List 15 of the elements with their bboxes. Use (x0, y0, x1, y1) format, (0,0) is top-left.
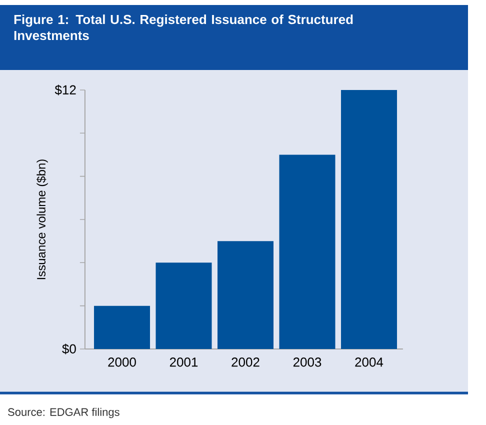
x-tick-label: 2004 (355, 358, 384, 367)
x-tick-label: 2002 (232, 358, 260, 367)
source-note: Source: EDGAR filings (8, 408, 120, 418)
y-tick-label: $0 (62, 344, 76, 354)
bar (341, 90, 397, 349)
bar (156, 262, 212, 349)
x-tick-label: 2001 (170, 358, 198, 367)
x-tick-label: 2003 (293, 358, 322, 367)
x-tick-label: 2000 (108, 358, 136, 367)
chart-title: Figure 1: Total U.S. Registered Issuance of Structured Investments (14, 14, 353, 40)
y-axis-title: Issuance volume ($bn) (36, 160, 48, 280)
bar (218, 241, 274, 349)
y-tick-label: $12 (54, 84, 76, 96)
bar (94, 306, 150, 349)
bar (279, 154, 336, 349)
